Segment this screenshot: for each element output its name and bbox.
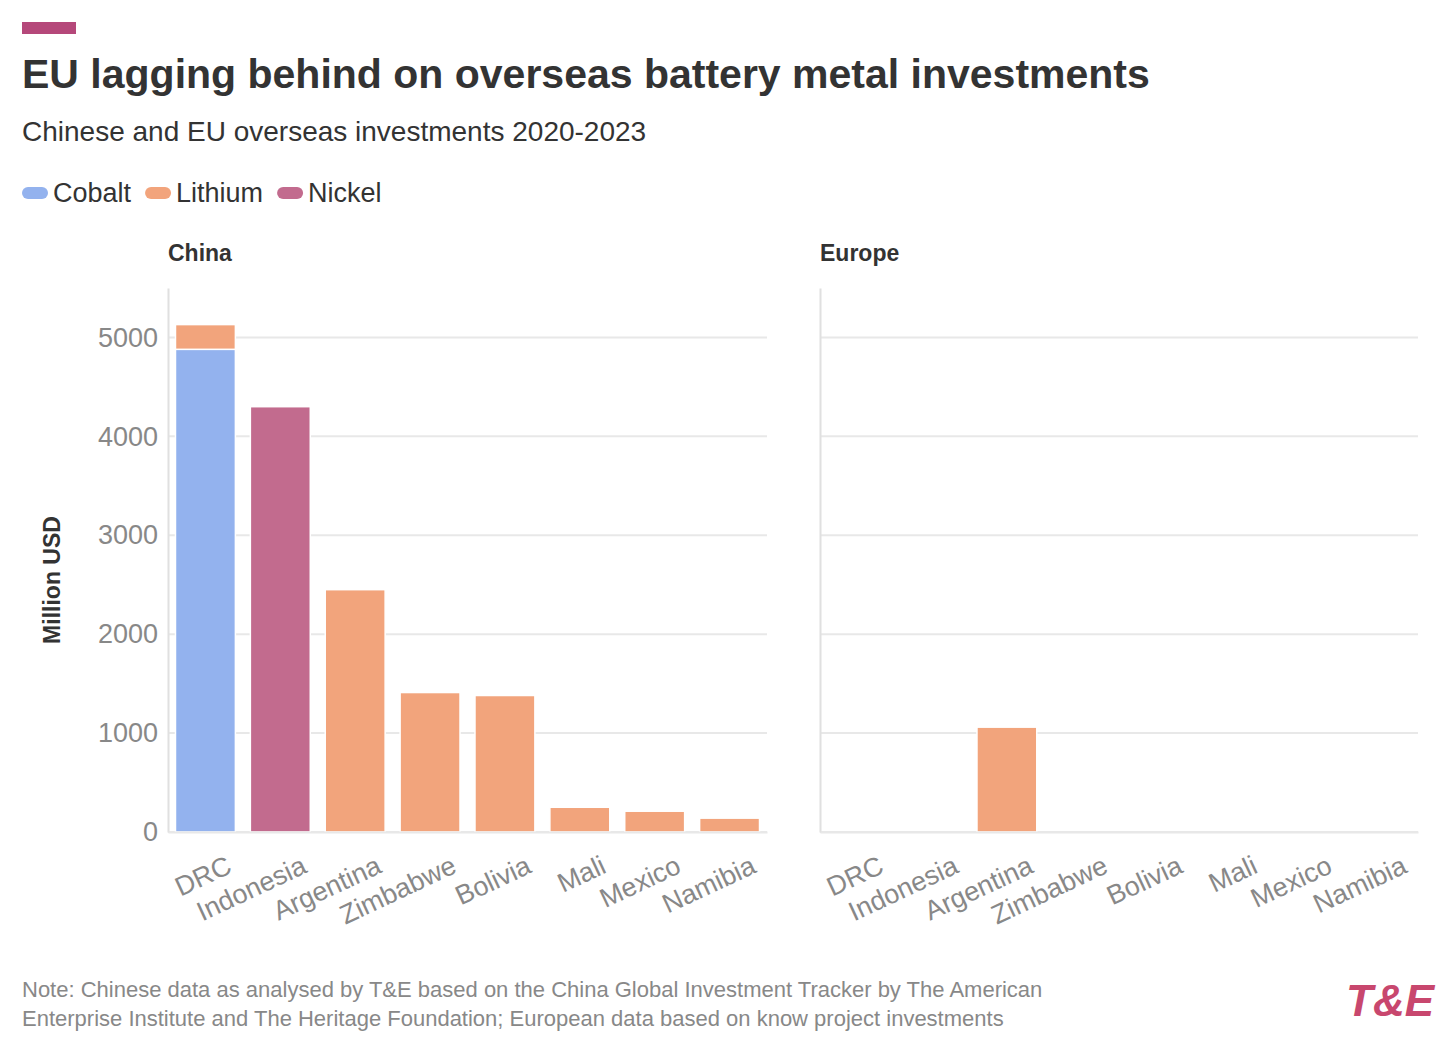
- x-tick-label: Zimbabwe: [987, 850, 1113, 930]
- bar: [550, 807, 610, 809]
- bars: [977, 727, 1037, 832]
- legend: Cobalt Lithium Nickel: [22, 178, 382, 208]
- bar: [625, 811, 685, 832]
- x-tick: Zimbabwe: [987, 832, 1113, 930]
- y-axis-line: [820, 289, 822, 833]
- chart: EU lagging behind on overseas battery me…: [0, 0, 1450, 1060]
- bar: [250, 407, 310, 832]
- x-tick-label: Zimbabwe: [335, 850, 461, 930]
- x-tick-label: Bolivia: [1102, 850, 1188, 911]
- x-axis: DRCIndonesiaArgentinaZimbabweBoliviaMali…: [169, 832, 768, 930]
- grid-line: [820, 435, 1418, 437]
- x-axis-line: [821, 832, 1419, 834]
- legend-item: Lithium: [145, 178, 263, 208]
- legend-swatch: [277, 187, 303, 199]
- y-axis-line: [168, 289, 170, 833]
- panel-title: China: [168, 240, 232, 266]
- panel: China 0 1000 2000 3000 4000 5000 Million USD DRC…: [39, 240, 768, 930]
- y-tick: 2000: [98, 619, 168, 649]
- bar: [475, 695, 535, 697]
- panel-title: Europe: [820, 240, 899, 266]
- legend-swatch: [22, 187, 48, 199]
- y-tick: 5000: [98, 323, 168, 353]
- bar: [700, 817, 760, 819]
- bar: [700, 818, 760, 832]
- x-tick-label: Namibia: [658, 850, 761, 919]
- legend-item: Cobalt: [22, 178, 132, 208]
- series: [175, 349, 235, 832]
- bar: [625, 810, 685, 812]
- grid-line: [820, 336, 1418, 338]
- bar: [400, 693, 460, 832]
- y-tick-label: 5000: [98, 323, 158, 353]
- logo: T&E: [1346, 976, 1436, 1025]
- y-axis-title: Million USD: [39, 516, 65, 644]
- bar: [175, 325, 235, 350]
- grid-line: [820, 534, 1418, 536]
- x-tick-label: Namibia: [1309, 850, 1412, 919]
- y-axis: 0 1000 2000 3000 4000 5000: [98, 289, 169, 848]
- y-tick-label: 3000: [98, 520, 158, 550]
- accent-bar: [22, 22, 76, 34]
- grid-line: [820, 732, 1418, 734]
- title: EU lagging behind on overseas battery me…: [22, 51, 1150, 97]
- y-tick-label: 4000: [98, 422, 158, 452]
- x-tick: Namibia: [658, 832, 761, 919]
- bar: [400, 692, 460, 694]
- legend-swatch: [145, 187, 171, 199]
- x-tick: Bolivia: [1102, 832, 1188, 911]
- series: [250, 407, 310, 832]
- subtitle: Chinese and EU overseas investments 2020…: [22, 116, 646, 147]
- legend-label: Cobalt: [53, 178, 132, 208]
- bar: [325, 590, 385, 832]
- bars: [175, 325, 759, 832]
- x-axis-line: [169, 832, 768, 834]
- series: [175, 325, 759, 832]
- bar: [175, 349, 235, 832]
- bar: [175, 324, 235, 326]
- bar: [977, 726, 1037, 728]
- bar: [977, 727, 1037, 832]
- note: Note: Chinese data as analysed by T&E ba…: [22, 977, 1042, 1002]
- y-tick: 4000: [98, 422, 168, 452]
- legend-label: Lithium: [176, 178, 263, 208]
- y-tick-label: 1000: [98, 718, 158, 748]
- grid-line: [820, 831, 1418, 833]
- x-tick: Bolivia: [451, 832, 537, 911]
- legend-label: Nickel: [308, 178, 382, 208]
- y-axis: [820, 289, 822, 833]
- y-tick-label: 0: [143, 817, 158, 847]
- x-tick-label: Bolivia: [451, 850, 537, 911]
- y-tick: 1000: [98, 718, 168, 748]
- grid-line: [820, 633, 1418, 635]
- grid: [820, 337, 1418, 832]
- y-tick: 0: [143, 817, 168, 847]
- y-tick-label: 2000: [98, 619, 158, 649]
- grid: [168, 337, 767, 832]
- y-tick: 3000: [98, 520, 168, 550]
- series: [977, 727, 1037, 832]
- grid-line: [168, 336, 767, 338]
- x-tick: Zimbabwe: [335, 832, 461, 930]
- x-axis: DRCIndonesiaArgentinaZimbabweBoliviaMali…: [821, 832, 1419, 930]
- bar: [475, 696, 535, 832]
- bar: [550, 807, 610, 832]
- x-tick: Namibia: [1309, 832, 1412, 919]
- bar: [325, 589, 385, 591]
- note: Enterprise Institute and The Heritage Fo…: [22, 1006, 1004, 1031]
- panel: Europe DRCIndonesiaArgentinaZimbabweBoliv…: [820, 240, 1419, 930]
- legend-item: Nickel: [277, 178, 382, 208]
